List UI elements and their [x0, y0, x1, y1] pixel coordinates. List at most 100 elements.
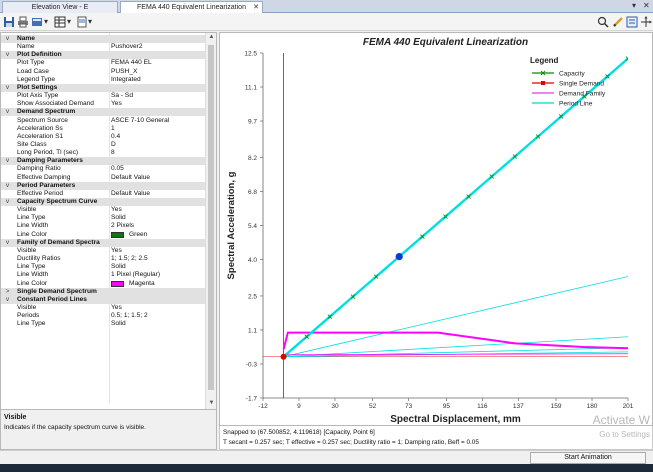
property-row[interactable]: Acceleration Ss 1 — [1, 125, 205, 133]
save-icon[interactable] — [3, 16, 15, 28]
vertical-scrollbar[interactable]: ▲ ▼ — [205, 33, 216, 409]
close-icon[interactable]: ✕ — [253, 4, 259, 11]
property-value[interactable]: Green — [129, 230, 148, 238]
property-row[interactable]: Ductility Ratios 1; 1.5; 2; 2.5 — [1, 255, 205, 263]
property-row[interactable]: Line Color Green — [1, 231, 205, 239]
property-row[interactable]: Line Type Solid — [1, 214, 205, 222]
property-row[interactable]: Long Period, Tl (sec) 8 — [1, 149, 205, 157]
property-value[interactable]: Solid — [111, 214, 126, 222]
zoom-icon[interactable] — [597, 16, 609, 28]
property-value[interactable]: Solid — [111, 320, 126, 328]
collapse-icon[interactable]: v — [5, 51, 10, 59]
property-value[interactable]: Yes — [111, 206, 122, 214]
property-row[interactable]: Line Type Solid — [1, 320, 205, 328]
collapse-icon[interactable]: v — [5, 157, 10, 165]
property-value[interactable]: Sa - Sd — [111, 92, 133, 100]
property-value[interactable]: Solid — [111, 263, 126, 271]
property-category[interactable]: v Damping Parameters — [1, 157, 205, 166]
print-icon[interactable] — [17, 16, 29, 28]
property-category[interactable]: v Plot Definition — [1, 51, 205, 60]
plot-area[interactable] — [263, 53, 630, 398]
expand-icon[interactable]: > — [5, 287, 10, 295]
property-row[interactable]: Line Color Magenta — [1, 280, 205, 288]
color-swatch[interactable] — [111, 280, 124, 287]
property-value[interactable]: ASCE 7-10 General — [111, 116, 170, 124]
pan-icon[interactable] — [640, 16, 652, 28]
property-row[interactable]: Spectrum Source ASCE 7-10 General — [1, 117, 205, 125]
fema-440-chart[interactable]: FEMA 440 Equivalent Linearization 12.5 11.… — [220, 33, 652, 425]
property-row[interactable]: Visible Yes — [1, 247, 205, 255]
collapse-icon[interactable]: v — [5, 295, 10, 303]
property-row[interactable]: Line Type Solid — [1, 263, 205, 271]
property-value[interactable]: 0.05 — [111, 165, 124, 173]
property-value[interactable]: 1 Pixel (Regular) — [111, 271, 161, 279]
table-icon[interactable] — [54, 16, 66, 28]
property-value[interactable]: Yes — [111, 100, 122, 108]
property-row[interactable]: Site Class D — [1, 141, 205, 149]
scroll-up-icon[interactable]: ▲ — [208, 34, 215, 40]
property-row[interactable]: Acceleration S1 0.4 — [1, 133, 205, 141]
chevron-down-icon[interactable]: ▾ — [67, 17, 72, 26]
color-swatch[interactable] — [111, 231, 124, 238]
tab-fema-440[interactable]: FEMA 440 Equivalent Linearization ✕ — [120, 1, 263, 13]
start-animation-button[interactable]: Start Animation — [530, 452, 646, 464]
property-value[interactable]: 1; 1.5; 2; 2.5 — [111, 255, 148, 263]
close-window-icon[interactable]: ✕ — [643, 1, 650, 10]
property-category[interactable]: v Constant Period Lines — [1, 295, 205, 304]
collapse-icon[interactable]: v — [5, 238, 10, 246]
property-row[interactable]: Name Pushover2 — [1, 43, 205, 51]
property-value[interactable]: Magenta — [129, 279, 155, 287]
property-value[interactable]: 0.5; 1; 1.5; 2 — [111, 312, 148, 320]
property-category[interactable]: v Period Parameters — [1, 181, 205, 190]
property-row[interactable]: Plot Axis Type Sa - Sd — [1, 92, 205, 100]
property-value[interactable]: Pushover2 — [111, 43, 143, 51]
property-value[interactable]: Default Value — [111, 189, 151, 197]
property-value[interactable]: Integrated — [111, 75, 141, 83]
property-row[interactable]: Visible Yes — [1, 206, 205, 214]
property-row[interactable]: Line Width 2 Pixels — [1, 222, 205, 230]
collapse-icon[interactable]: v — [5, 83, 10, 91]
collapse-icon[interactable]: v — [5, 35, 10, 42]
property-value[interactable]: 0.4 — [111, 132, 121, 140]
property-value[interactable]: D — [111, 140, 116, 148]
property-category[interactable]: v Plot Settings — [1, 83, 205, 92]
display-options-icon[interactable] — [31, 16, 43, 28]
scroll-down-icon[interactable]: ▼ — [208, 400, 215, 406]
chevron-down-icon[interactable]: ▾ — [88, 17, 93, 26]
tab-list-dropdown-icon[interactable]: ▾ — [632, 1, 637, 10]
property-row[interactable]: Line Width 1 Pixel (Regular) — [1, 271, 205, 279]
property-value[interactable]: 2 Pixels — [111, 222, 135, 230]
property-value[interactable]: 1 — [111, 124, 115, 132]
property-value[interactable]: Default Value — [111, 173, 151, 181]
property-value[interactable]: FEMA 440 EL — [111, 59, 152, 67]
collapse-icon[interactable]: v — [5, 108, 10, 116]
property-row[interactable]: Visible Yes — [1, 304, 205, 312]
property-category[interactable]: > Single Demand Spectrum — [1, 287, 205, 296]
collapse-icon[interactable]: v — [5, 181, 10, 189]
pencil-icon[interactable] — [612, 16, 624, 28]
scrollbar-thumb[interactable] — [208, 45, 214, 390]
column-divider[interactable] — [109, 33, 110, 403]
plot-panel[interactable]: FEMA 440 Equivalent Linearization 12.5 11.… — [219, 32, 653, 426]
property-category[interactable]: v Capacity Spectrum Curve — [1, 198, 205, 206]
property-row[interactable]: Effective Damping Default Value — [1, 174, 205, 182]
property-value[interactable]: Yes — [111, 303, 122, 311]
collapse-icon[interactable]: v — [5, 198, 10, 205]
property-value[interactable]: 8 — [111, 149, 115, 157]
export-icon[interactable] — [76, 16, 88, 28]
property-value[interactable]: Yes — [111, 246, 122, 254]
property-row[interactable]: Periods 0.5; 1; 1.5; 2 — [1, 312, 205, 320]
property-row[interactable]: Legend Type Integrated — [1, 76, 205, 84]
property-row[interactable]: Effective Period Default Value — [1, 190, 205, 198]
chevron-down-icon[interactable]: ▾ — [44, 17, 49, 26]
property-row[interactable]: Show Associated Demand Yes — [1, 100, 205, 108]
property-category[interactable]: v Demand Spectrum — [1, 108, 205, 117]
property-row[interactable]: Damping Ratio 0.05 — [1, 165, 205, 173]
property-value[interactable]: PUSH_X — [111, 67, 138, 75]
tab-elevation-view[interactable]: Elevation View - E — [2, 1, 118, 13]
data-cursor-icon[interactable] — [626, 16, 638, 28]
property-row[interactable]: Plot Type FEMA 440 EL — [1, 59, 205, 67]
property-category[interactable]: v Name — [1, 35, 205, 43]
property-row[interactable]: Load Case PUSH_X — [1, 68, 205, 76]
property-category[interactable]: v Family of Demand Spectra — [1, 238, 205, 247]
